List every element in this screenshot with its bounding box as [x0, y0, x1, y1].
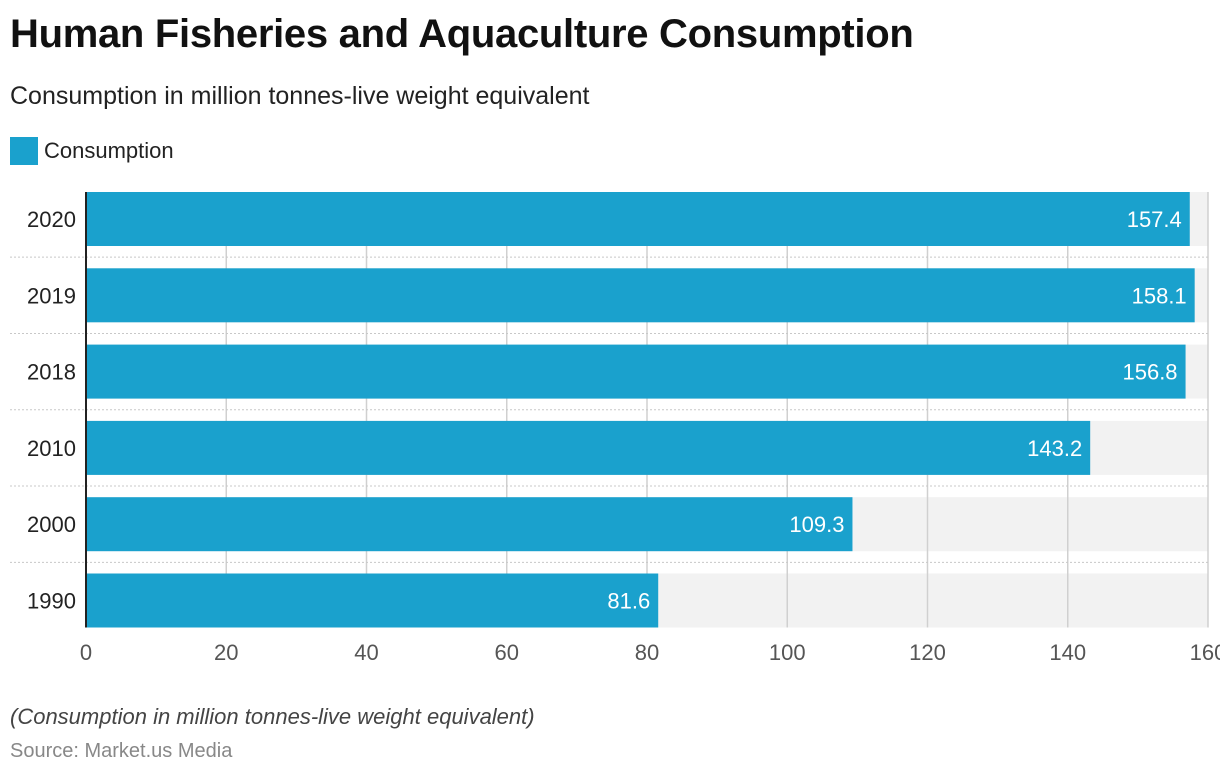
bar	[86, 573, 659, 628]
category-label: 2000	[27, 512, 76, 537]
category-label: 2020	[27, 207, 76, 232]
category-label: 2019	[27, 283, 76, 308]
bar	[86, 420, 1091, 475]
category-label: 1990	[27, 589, 76, 614]
bar	[86, 268, 1195, 323]
chart-subtitle: Consumption in million tonnes-live weigh…	[10, 82, 590, 110]
data-label: 109.3	[789, 512, 844, 537]
data-label: 81.6	[607, 589, 650, 614]
bar	[86, 497, 853, 552]
x-tick-label: 0	[80, 640, 92, 665]
data-label: 143.2	[1027, 436, 1082, 461]
legend-swatch	[10, 137, 38, 165]
x-tick-label: 80	[635, 640, 659, 665]
x-tick-label: 60	[495, 640, 519, 665]
bar	[86, 192, 1190, 246]
legend-label: Consumption	[44, 138, 174, 163]
bar-chart: 157.4 2020 158.1 2019 156.8 2018 143.2 2010 109.…	[10, 192, 1220, 665]
x-tick-label: 140	[1049, 640, 1086, 665]
x-tick-label: 120	[909, 640, 946, 665]
bar	[86, 344, 1186, 399]
source-credit: Source: Market.us Media	[10, 740, 233, 762]
data-label: 156.8	[1122, 360, 1177, 385]
chart-title: Human Fisheries and Aquaculture Consumpt…	[10, 12, 914, 56]
x-tick-label: 100	[769, 640, 806, 665]
legend: Consumption	[10, 137, 174, 165]
x-tick-label: 160	[1190, 640, 1220, 665]
category-label: 2018	[27, 360, 76, 385]
data-label: 158.1	[1132, 283, 1187, 308]
x-tick-label: 20	[214, 640, 238, 665]
category-label: 2010	[27, 436, 76, 461]
x-tick-label: 40	[354, 640, 378, 665]
data-label: 157.4	[1127, 207, 1182, 232]
footnote: (Consumption in million tonnes-live weig…	[10, 704, 535, 729]
